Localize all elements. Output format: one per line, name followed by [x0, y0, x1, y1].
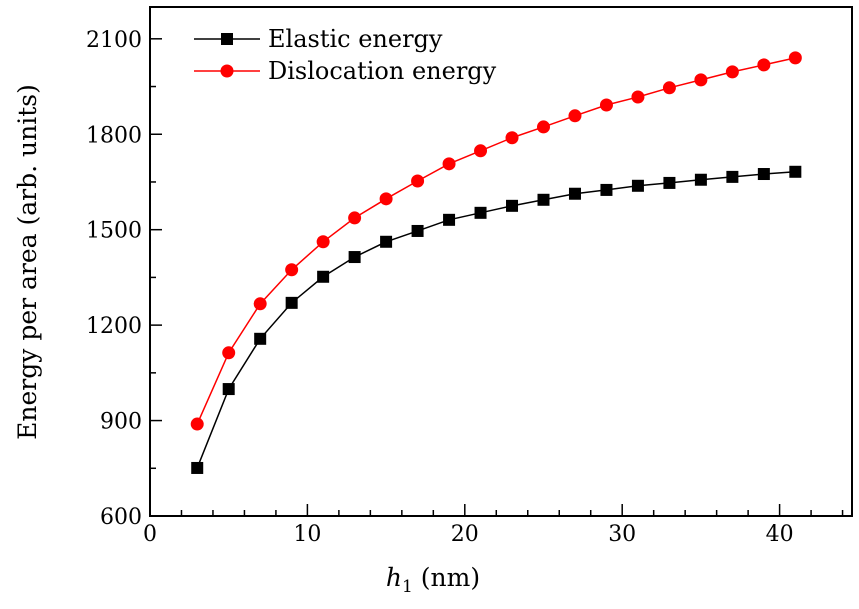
x-tick-label: 20 — [451, 522, 479, 547]
data-point — [380, 235, 393, 248]
x-tick-label: 0 — [143, 522, 157, 547]
y-tick-label: 2100 — [86, 28, 142, 53]
data-point — [600, 183, 613, 196]
data-point — [191, 461, 204, 474]
plot-frame — [149, 6, 853, 517]
axis-ticks: 0 10 20 30 40 600 900 1200 1500 1800 2100 — [86, 28, 844, 547]
legend-marker-elastic — [221, 33, 233, 45]
data-point — [316, 235, 330, 249]
data-point — [537, 193, 550, 206]
data-point — [411, 174, 425, 188]
data-point — [663, 176, 676, 189]
data-point — [631, 90, 645, 104]
legend-marker-dislocation — [220, 64, 234, 78]
data-point — [789, 165, 802, 178]
data-point — [694, 73, 708, 87]
data-point — [725, 65, 739, 79]
data-point — [568, 109, 582, 123]
series-line — [196, 171, 796, 469]
data-point — [348, 251, 361, 264]
y-tick-label: 1500 — [86, 219, 142, 244]
data-point — [694, 173, 707, 186]
y-tick-label: 600 — [100, 505, 142, 530]
data-point — [599, 98, 613, 112]
data-point — [568, 187, 581, 200]
legend: Elastic energy Dislocation energy — [194, 25, 497, 85]
x-axis-label-unit: (nm) — [413, 563, 480, 592]
series-group — [190, 51, 802, 474]
data-point — [506, 199, 519, 212]
x-tick-label: 40 — [766, 522, 794, 547]
x-tick-label: 10 — [293, 522, 321, 547]
y-tick-label: 1800 — [86, 123, 142, 148]
y-axis-label: Energy per area (arb. units) — [13, 84, 42, 440]
data-point — [757, 58, 771, 72]
data-point — [536, 120, 550, 134]
y-tick-label: 1200 — [86, 314, 142, 339]
data-point — [631, 179, 644, 192]
data-point — [474, 206, 487, 219]
data-point — [474, 144, 488, 158]
x-axis-label-sub: 1 — [402, 577, 413, 597]
data-point — [285, 263, 299, 277]
data-point — [379, 192, 393, 206]
data-point — [726, 170, 739, 183]
legend-label-elastic: Elastic energy — [268, 25, 443, 53]
data-point — [505, 131, 519, 145]
x-axis-label-var: h — [386, 563, 402, 592]
data-point — [662, 81, 676, 95]
data-point — [253, 297, 267, 311]
data-point — [348, 211, 362, 225]
data-point — [254, 332, 267, 345]
data-point — [222, 383, 235, 396]
data-point — [411, 224, 424, 237]
series-line — [196, 57, 796, 425]
data-point — [442, 157, 456, 171]
legend-label-dislocation: Dislocation energy — [268, 57, 497, 85]
data-point — [285, 296, 298, 309]
data-point — [222, 346, 236, 360]
data-point — [190, 417, 204, 431]
x-axis-label: h1 (nm) — [386, 563, 480, 597]
series-elastic — [191, 165, 802, 474]
data-point — [788, 51, 802, 65]
data-point — [317, 270, 330, 283]
data-point — [443, 213, 456, 226]
x-tick-label: 30 — [608, 522, 636, 547]
series-dislocation — [190, 51, 802, 431]
y-tick-label: 900 — [100, 410, 142, 435]
data-point — [757, 168, 770, 181]
